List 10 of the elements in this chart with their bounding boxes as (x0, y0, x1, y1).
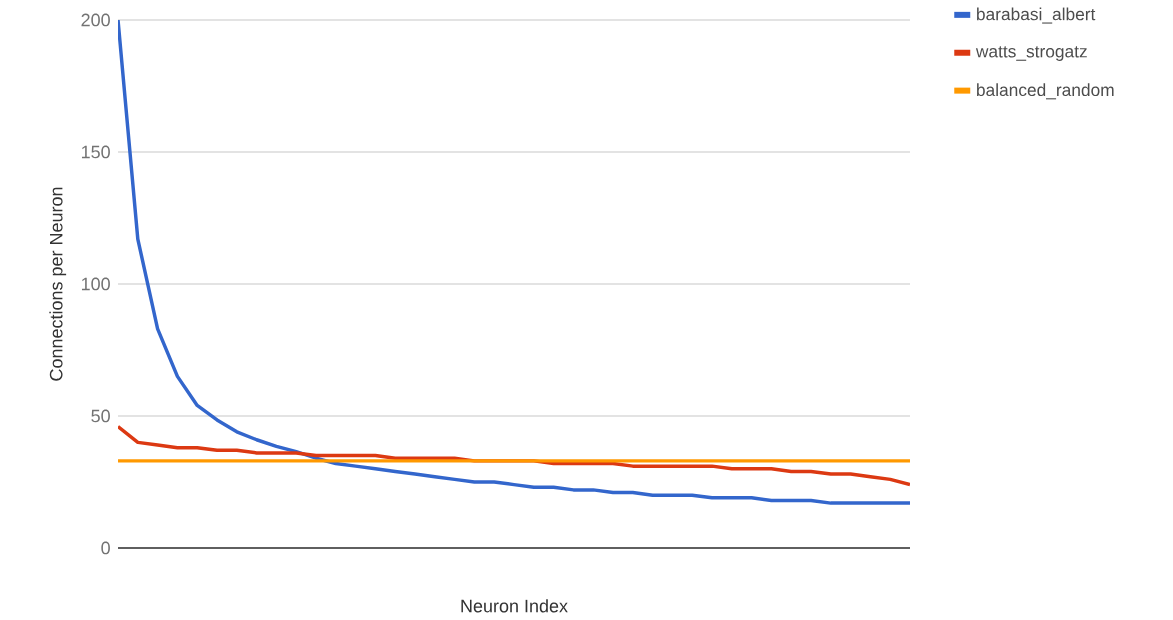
y-axis-title: Connections per Neuron (49, 187, 67, 381)
y-tick-label: 100 (81, 277, 110, 291)
legend-label: balanced_random (977, 83, 1114, 100)
y-tick-label: 0 (101, 541, 110, 555)
y-tick-label: 150 (81, 145, 110, 159)
y-tick-label: 50 (91, 409, 110, 423)
legend-label: watts_strogatz (975, 46, 1087, 61)
x-axis-title: Neuron Index (461, 599, 568, 613)
legend-label: barabasi_albert (977, 7, 1096, 24)
y-tick-label: 200 (81, 13, 110, 27)
